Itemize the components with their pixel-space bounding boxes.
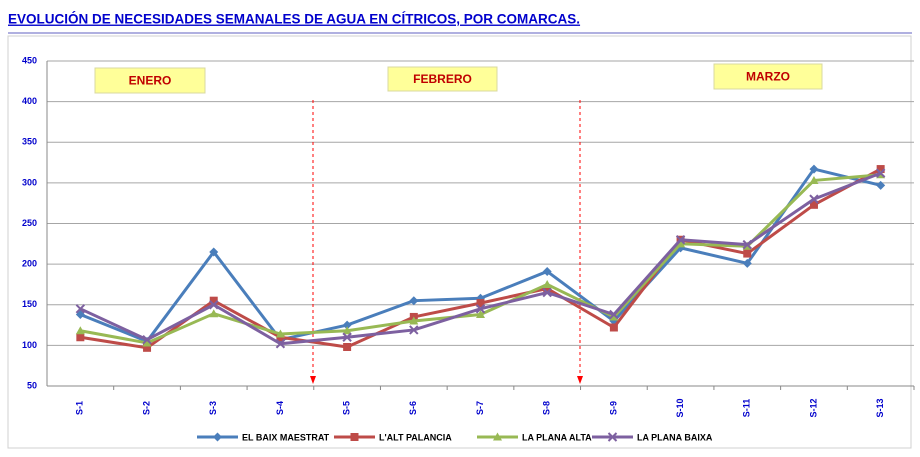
data-point — [76, 333, 85, 342]
x-tick-label: S-8 — [542, 401, 552, 415]
y-tick-label: 350 — [22, 137, 37, 147]
x-tick-label: S-4 — [275, 401, 285, 415]
data-point — [275, 329, 285, 338]
data-point — [743, 249, 752, 258]
legend-marker — [213, 432, 222, 442]
x-tick-label: S-1 — [75, 401, 85, 415]
data-point — [342, 332, 352, 342]
annotation-box — [94, 67, 206, 94]
data-point — [809, 194, 819, 204]
series — [75, 168, 886, 349]
y-tick-label: 100 — [22, 340, 37, 350]
data-point — [342, 326, 352, 335]
legend-label: LA PLANA ALTA — [522, 432, 592, 442]
x-tick-label: S-13 — [875, 398, 885, 417]
data-point — [143, 343, 152, 352]
y-tick-label: 450 — [22, 55, 37, 65]
data-point — [809, 175, 819, 184]
annotation-label: MARZO — [746, 70, 790, 84]
data-point — [742, 258, 752, 268]
data-point — [609, 323, 618, 332]
data-point — [209, 309, 219, 318]
data-point — [209, 247, 219, 257]
y-tick-label: 300 — [22, 177, 37, 187]
data-point — [542, 287, 552, 298]
x-tick-label: S-6 — [408, 401, 418, 415]
legend-label: LA PLANA BAIXA — [637, 432, 713, 442]
data-point — [876, 165, 885, 174]
y-tick-label: 400 — [22, 96, 37, 106]
divider-arrow — [577, 376, 583, 384]
legend-marker — [607, 432, 618, 442]
legend-label: EL BAIX MAESTRAT — [242, 432, 330, 442]
data-point — [609, 309, 619, 320]
data-point — [409, 296, 419, 306]
divider-arrow — [310, 376, 316, 384]
y-tick-label: 50 — [27, 380, 37, 390]
data-point — [142, 334, 152, 345]
data-point — [676, 239, 686, 248]
data-point — [543, 284, 552, 293]
data-point — [742, 239, 752, 250]
y-tick-label: 200 — [22, 259, 37, 269]
x-tick-label: S-9 — [608, 401, 618, 415]
data-point — [475, 304, 486, 314]
data-point — [875, 168, 886, 178]
y-tick-label: 250 — [22, 218, 37, 228]
data-point — [809, 200, 818, 209]
data-point — [542, 266, 552, 276]
data-point — [209, 300, 219, 310]
data-point — [142, 338, 152, 347]
series — [76, 165, 885, 352]
data-point — [476, 299, 485, 308]
chart-frame — [7, 35, 912, 449]
x-tick-label: S-2 — [141, 401, 151, 415]
x-tick-label: S-10 — [675, 398, 685, 417]
x-tick-label: S-3 — [208, 401, 218, 415]
data-point — [876, 180, 886, 190]
data-point — [75, 326, 85, 335]
data-point — [275, 339, 286, 349]
data-point — [609, 312, 619, 321]
data-point — [209, 296, 218, 305]
legend-label: L'ALT PALANCIA — [379, 432, 452, 442]
y-tick-label: 150 — [22, 299, 37, 309]
data-point — [343, 343, 352, 351]
x-tick-label: S-7 — [475, 401, 485, 415]
data-point — [675, 235, 686, 245]
x-tick-label: S-5 — [341, 401, 351, 415]
data-point — [542, 279, 552, 288]
annotation-label: FEBRERO — [413, 72, 472, 86]
data-point — [342, 320, 352, 330]
data-point — [75, 304, 86, 314]
legend-marker — [350, 433, 359, 441]
x-tick-label: S-11 — [742, 399, 752, 418]
annotation-label: ENERO — [129, 74, 172, 88]
data-point — [809, 164, 819, 174]
data-point — [409, 316, 419, 325]
annotation-box — [387, 66, 498, 92]
data-point — [409, 325, 419, 335]
legend-marker — [493, 432, 502, 441]
x-tick-label: S-12 — [808, 398, 818, 417]
chart-title: EVOLUCIÓN DE NECESIDADES SEMANALES DE AG… — [8, 12, 580, 27]
annotation-box — [713, 63, 823, 90]
data-point — [476, 310, 485, 318]
